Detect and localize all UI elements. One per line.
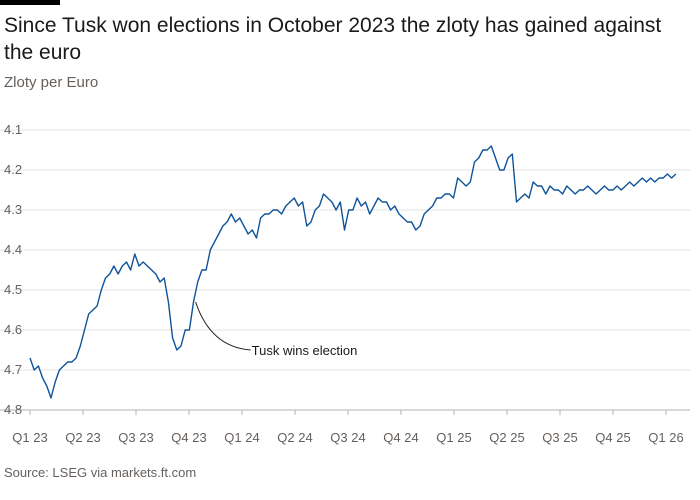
x-tick-label: Q1 26 bbox=[648, 430, 683, 445]
series-layer bbox=[29, 145, 677, 399]
ft-top-bar bbox=[0, 0, 60, 5]
grid-lines bbox=[0, 129, 690, 411]
chart-title: Since Tusk won elections in October 2023… bbox=[4, 14, 662, 64]
y-tick-label: 4.4 bbox=[4, 242, 22, 257]
y-tick-label: 4.6 bbox=[4, 322, 22, 337]
series-line-zloty-per-euro bbox=[29, 145, 677, 399]
chart-subtitle: Zloty per Euro bbox=[4, 74, 99, 91]
y-tick-label: 4.5 bbox=[4, 282, 22, 297]
x-tick-label: Q4 23 bbox=[171, 430, 206, 445]
y-tick-label: 4.7 bbox=[4, 362, 22, 377]
x-tick-label: Q2 24 bbox=[277, 430, 312, 445]
y-tick-label: 4.8 bbox=[4, 402, 22, 417]
y-tick-label: 4.3 bbox=[4, 202, 22, 217]
annotation-layer: Tusk wins election bbox=[195, 301, 358, 358]
x-tick-label: Q3 24 bbox=[330, 430, 365, 445]
y-tick-label: 4.2 bbox=[4, 162, 22, 177]
x-tick-label: Q1 25 bbox=[436, 430, 471, 445]
x-tick-label: Q4 25 bbox=[595, 430, 630, 445]
x-axis-ticks: Q1 23 Q2 23 Q3 23 Q4 23 Q1 24 Q2 24 Q3 24 Q4 24… bbox=[12, 410, 684, 445]
y-axis-ticks: 4.1 4.2 4.3 4.4 4.5 4.6 4.7 4.8 bbox=[4, 122, 22, 417]
source-note: Source: LSEG via markets.ft.com bbox=[4, 465, 197, 480]
x-tick-label: Q3 23 bbox=[118, 430, 153, 445]
x-tick-label: Q2 25 bbox=[489, 430, 524, 445]
x-tick-label: Q4 24 bbox=[383, 430, 418, 445]
x-tick-label: Q3 25 bbox=[542, 430, 577, 445]
y-tick-label: 4.1 bbox=[4, 122, 22, 137]
x-tick-label: Q1 23 bbox=[12, 430, 47, 445]
x-tick-label: Q2 23 bbox=[65, 430, 100, 445]
annotation-leader-line bbox=[195, 301, 251, 351]
annotation-label: Tusk wins election bbox=[252, 343, 358, 358]
x-tick-label: Q1 24 bbox=[224, 430, 259, 445]
